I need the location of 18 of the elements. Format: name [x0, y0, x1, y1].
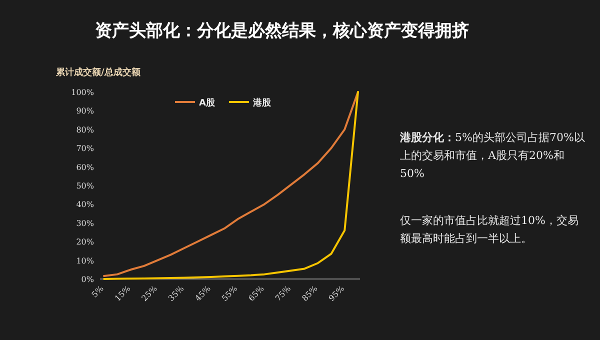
- x-tick-label: 5%: [90, 284, 106, 300]
- y-tick-label: 20%: [76, 238, 94, 247]
- chart-title: 资产头部化：分化是必然结果，核心资产变得拥挤: [95, 21, 469, 41]
- text: 港股分化：5%的头部公司占据70%以上的交易和市值，A股只有20%和50%: [400, 130, 585, 182]
- y-tick-label: 50%: [76, 182, 94, 190]
- y-tick-label: 100%: [71, 88, 94, 97]
- y-tick-label: 10%: [76, 256, 94, 266]
- y-tick-label: 0%: [81, 275, 94, 284]
- y-tick-label: 70%: [76, 144, 94, 154]
- text: 仅一家的市值占比就超过10%，交易额最高时能占到一半以上。: [400, 213, 580, 247]
- y-tick-label: 80%: [76, 125, 94, 134]
- y-tick-label: 40%: [76, 200, 94, 210]
- y-tick-label: 60%: [76, 162, 94, 172]
- y-tick-label: 90%: [76, 106, 94, 116]
- legend-label: 港股: [252, 98, 272, 108]
- legend-label: A股: [199, 98, 216, 108]
- y-tick-label: 30%: [76, 218, 94, 228]
- y-axis-title: 累计成交额/总成交额: [55, 67, 142, 78]
